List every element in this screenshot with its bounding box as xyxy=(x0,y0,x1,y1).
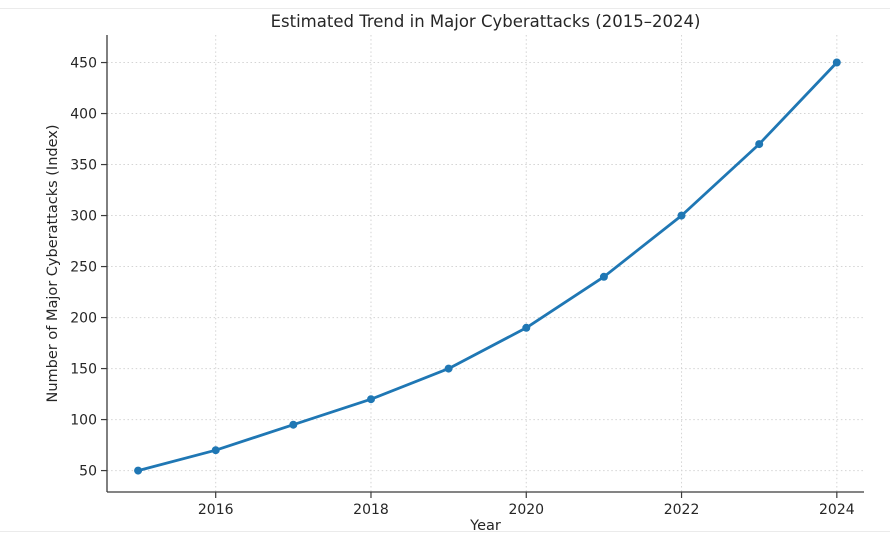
x-axis-label: Year xyxy=(469,518,501,534)
page-border-top xyxy=(0,8,890,9)
trend-line xyxy=(136,61,839,472)
axis-tick-labels: 50 100 150 200 250 300 350 400 450 2016 2018 2020 20… xyxy=(70,56,854,518)
page-border-bottom xyxy=(0,531,890,532)
y-axis-label: Number of Major Cyberattacks (Index) xyxy=(45,124,61,402)
y-tick-label: 200 xyxy=(70,311,97,327)
y-tick-label: 250 xyxy=(70,260,97,276)
data-point xyxy=(211,446,220,455)
data-series xyxy=(134,58,841,475)
y-tick-label: 450 xyxy=(70,56,97,72)
chart-title: Estimated Trend in Major Cyberattacks (2… xyxy=(271,12,701,31)
y-tick-label: 400 xyxy=(70,107,97,123)
axis-spines xyxy=(106,35,864,493)
data-point xyxy=(134,466,143,475)
data-point xyxy=(832,58,841,67)
data-point xyxy=(599,272,608,281)
grid-lines xyxy=(107,35,864,492)
y-tick-label: 350 xyxy=(70,158,97,174)
y-tick-label: 50 xyxy=(79,464,97,480)
x-tick-label: 2020 xyxy=(508,502,544,518)
x-tick-label: 2024 xyxy=(819,502,855,518)
x-tick-label: 2018 xyxy=(353,502,389,518)
axis-ticks xyxy=(101,61,838,498)
y-tick-label: 300 xyxy=(70,209,97,225)
y-tick-label: 150 xyxy=(70,362,97,378)
x-tick-label: 2022 xyxy=(664,502,700,518)
x-tick-label: 2016 xyxy=(198,502,234,518)
data-point xyxy=(289,420,298,429)
data-point xyxy=(367,395,375,404)
data-point xyxy=(677,211,686,220)
y-tick-label: 100 xyxy=(70,413,97,429)
data-point xyxy=(444,364,453,373)
data-point xyxy=(755,140,764,149)
data-point xyxy=(522,323,531,332)
